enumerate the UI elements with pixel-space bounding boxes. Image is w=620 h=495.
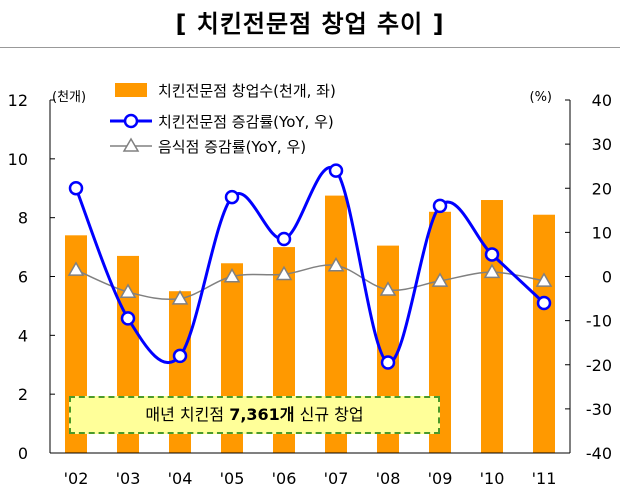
legend-blue-marker [123,113,139,129]
gray-series-line [75,264,545,301]
legend-bar-swatch [115,83,147,97]
right-tick-label: -40 [586,444,612,463]
blue-series-marker [276,231,292,247]
annotation-highlight: 7,361개 [229,405,295,424]
bar-5 [325,195,347,453]
blue-series-marker [432,198,448,214]
annotation-prefix: 매년 치킨점 [145,405,230,424]
gray-series-marker [483,263,501,279]
blue-series-marker [224,189,240,205]
left-tick-label: 4 [18,326,28,345]
gray-series-marker [223,267,241,283]
x-tick-label: '07 [324,469,349,488]
gray-series-marker [431,272,449,287]
chart-title: [ 치킨전문점 창업 추이 ] [175,10,445,38]
x-tick-label: '03 [116,469,141,488]
left-tick-label: 2 [18,385,28,404]
gray-series-marker [275,265,293,281]
blue-series-line [74,166,546,365]
gray-series-marker [171,290,189,305]
blue-series-marker [120,311,136,326]
left-axis-unit: (천개) [52,90,86,105]
title-divider [0,47,620,48]
blue-series-marker [328,163,344,178]
line-series [67,163,553,370]
x-tick-label: '04 [168,469,193,488]
legend-gray-marker [122,137,140,152]
right-tick-label: 0 [602,268,612,287]
left-tick-label: 12 [8,91,28,110]
bar-8 [481,200,503,453]
gray-series-marker [535,272,553,287]
legend-gray-label: 음식점 증감률(YoY, 우) [158,138,306,156]
left-tick-label: 10 [8,150,28,169]
gray-series-marker [379,281,397,296]
gray-series-marker [119,283,137,298]
blue-series-marker [536,295,552,311]
right-axis-unit: (%) [530,90,553,105]
blue-series-marker [380,355,396,370]
x-tick-label: '11 [532,469,557,488]
legend: 치킨전문점 창업수(천개, 좌) 치킨전문점 증감률(YoY, 우) 음식점 증감률… [110,82,336,156]
blue-series-marker [68,181,84,196]
annotation-suffix: 신규 창업 [294,405,364,424]
bar-7 [429,211,451,453]
legend-blue-label: 치킨전문점 증감률(YoY, 우) [158,113,334,131]
left-tick-label: 0 [18,444,28,463]
right-tick-label: 40 [592,91,612,110]
x-tick-label: '05 [220,469,245,488]
right-tick-label: 30 [592,135,612,154]
x-tick-label: '02 [64,469,89,488]
left-tick-label: 8 [18,209,28,228]
left-tick-label: 6 [18,268,28,287]
x-tick-label: '10 [480,469,505,488]
annotation-box: 매년 치킨점 7,361개 신규 창업 [69,396,440,434]
x-tick-label: '06 [272,469,297,488]
blue-series-marker [484,247,500,262]
blue-series-marker [172,348,188,364]
right-tick-label: -20 [586,356,612,375]
right-tick-label: 10 [592,223,612,242]
gray-series-marker [67,261,85,276]
x-tick-label: '09 [428,469,453,488]
right-tick-label: 20 [592,179,612,198]
x-tick-label: '08 [376,469,401,488]
gray-series-marker [327,256,345,272]
axes: 0 2 4 6 8 10 12 -40 -30 -20 -10 0 10 20 30 40 '02 '03 '04 '… [8,90,612,488]
right-tick-label: -30 [586,400,612,419]
right-tick-label: -10 [586,312,612,331]
legend-bar-label: 치킨전문점 창업수(천개, 좌) [158,82,336,100]
bar-9 [533,214,555,453]
